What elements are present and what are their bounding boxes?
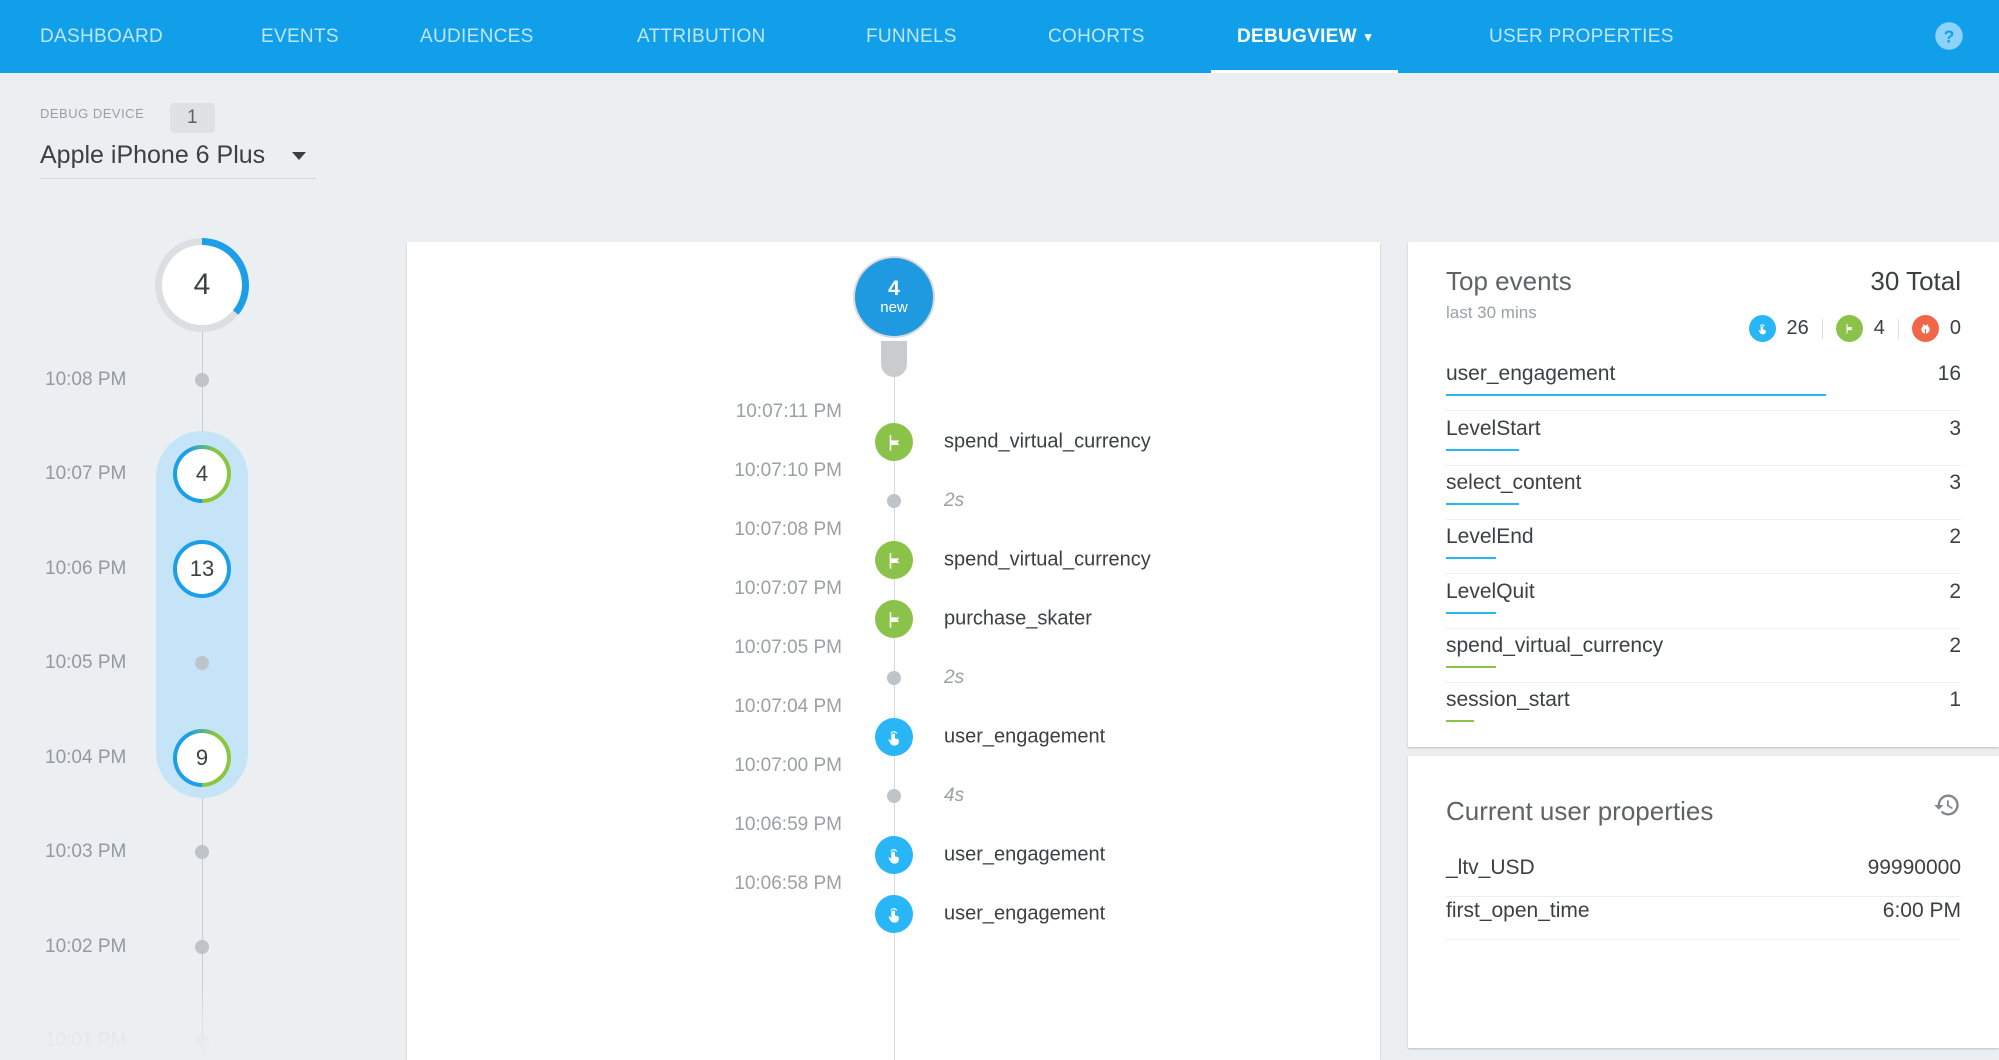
svg-text:?: ? bbox=[1944, 26, 1955, 46]
